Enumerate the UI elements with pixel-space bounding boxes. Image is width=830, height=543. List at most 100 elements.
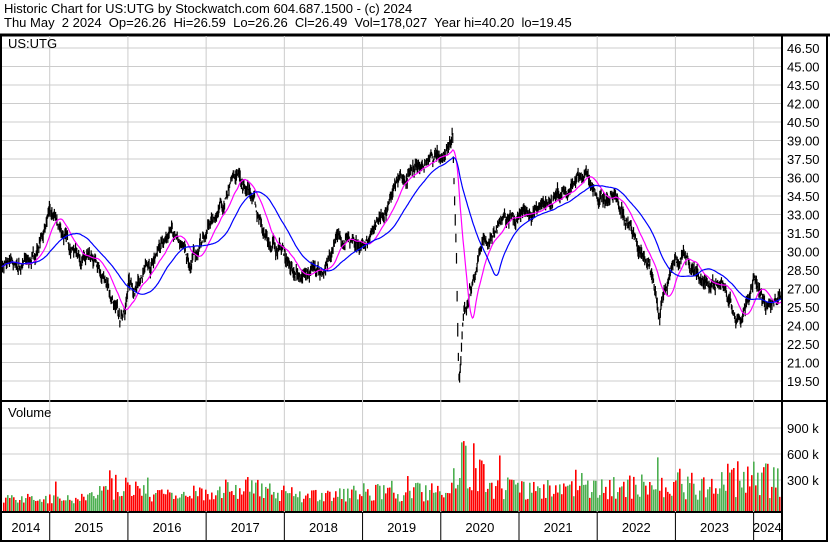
volume-bar — [589, 497, 591, 511]
volume-bar — [497, 480, 499, 511]
volume-bar — [697, 499, 699, 511]
volume-bar — [457, 484, 459, 511]
volume-bar — [593, 480, 595, 511]
volume-bar — [755, 485, 757, 511]
volume-bar — [307, 493, 309, 511]
volume-bar — [149, 496, 151, 511]
volume-bar — [31, 496, 33, 511]
volume-bar — [677, 472, 679, 511]
volume-bar — [25, 498, 27, 511]
volume-bar — [95, 498, 97, 511]
volume-bar — [131, 495, 133, 511]
volume-bar — [63, 500, 65, 511]
volume-bar — [325, 493, 327, 511]
volume-bar — [67, 495, 69, 511]
volume-bar — [191, 498, 193, 511]
volume-bar — [543, 484, 545, 511]
volume-bar — [693, 483, 695, 511]
volume-bar — [533, 481, 535, 511]
volume-bar — [471, 490, 473, 511]
volume-bar — [173, 498, 175, 511]
volume-tick-label: 600 k — [787, 447, 819, 462]
volume-bar — [575, 469, 577, 511]
volume-bar — [77, 499, 79, 511]
volume-bar — [347, 488, 349, 511]
volume-bar — [551, 496, 553, 511]
volume-bar — [313, 490, 315, 511]
volume-bar — [361, 496, 363, 511]
volume-bar — [691, 472, 693, 511]
volume-bar — [351, 489, 353, 511]
volume-bar — [195, 491, 197, 511]
volume-bar — [151, 501, 153, 511]
volume-bar — [345, 501, 347, 511]
price-tick-label: 19.50 — [787, 374, 820, 389]
volume-bar — [413, 487, 415, 511]
volume-bar — [363, 483, 365, 511]
volume-bar — [437, 485, 439, 511]
volume-bar — [103, 486, 105, 511]
volume-bar — [667, 491, 669, 511]
volume-bar — [73, 503, 75, 511]
year-label: 2024 — [753, 520, 782, 535]
volume-bar — [397, 494, 399, 511]
volume-bar — [35, 501, 37, 511]
volume-bar — [715, 488, 717, 511]
volume-bar — [531, 492, 533, 511]
volume-bar — [69, 499, 71, 511]
volume-bar — [311, 490, 313, 511]
volume-bar — [249, 491, 251, 511]
volume-bar — [251, 480, 253, 511]
volume-bar — [137, 485, 139, 511]
volume-bar — [727, 463, 729, 511]
volume-bar — [733, 468, 735, 511]
volume-bar — [613, 477, 615, 511]
price-tick-label: 40.50 — [787, 115, 820, 130]
volume-bar — [359, 494, 361, 511]
volume-bar — [411, 498, 413, 511]
volume-bars — [3, 441, 781, 511]
volume-bar — [279, 501, 281, 511]
volume-bar — [651, 485, 653, 511]
volume-bar — [165, 494, 167, 511]
volume-bar — [761, 472, 763, 511]
volume-bar — [267, 488, 269, 511]
volume-bar — [167, 489, 169, 511]
price-tick-label: 34.50 — [787, 189, 820, 204]
volume-bar — [685, 499, 687, 511]
price-tick-label: 33.00 — [787, 208, 820, 223]
volume-bar — [161, 489, 163, 511]
volume-bar — [269, 483, 271, 511]
volume-bar — [207, 494, 209, 511]
year-label: 2018 — [309, 520, 338, 535]
volume-bar — [111, 478, 113, 511]
volume-bar — [493, 498, 495, 511]
volume-bar — [703, 477, 705, 511]
volume-bar — [629, 475, 631, 511]
volume-bar — [709, 486, 711, 511]
volume-bar — [669, 493, 671, 511]
volume-bar — [61, 500, 63, 511]
volume-bar — [713, 493, 715, 511]
volume-bar — [519, 492, 521, 511]
volume-bar — [409, 490, 411, 511]
moving-average-long — [1, 156, 782, 304]
volume-bar — [23, 502, 25, 511]
chart-title: Historic Chart for US:UTG by Stockwatch.… — [4, 1, 413, 16]
volume-bar — [177, 498, 179, 511]
price-tick-label: 28.50 — [787, 263, 820, 278]
volume-bar — [451, 482, 453, 511]
volume-bar — [639, 496, 641, 511]
volume-bar — [257, 479, 259, 511]
volume-bar — [743, 471, 745, 511]
volume-bar — [187, 496, 189, 511]
volume-bar — [511, 479, 513, 511]
volume-bar — [395, 498, 397, 511]
volume-bar — [123, 491, 125, 511]
symbol-label: US:UTG — [8, 36, 57, 51]
volume-bar — [17, 502, 19, 511]
volume-bar — [621, 486, 623, 511]
volume-bar — [707, 489, 709, 511]
volume-bar — [427, 500, 429, 511]
price-tick-label: 27.00 — [787, 282, 820, 297]
